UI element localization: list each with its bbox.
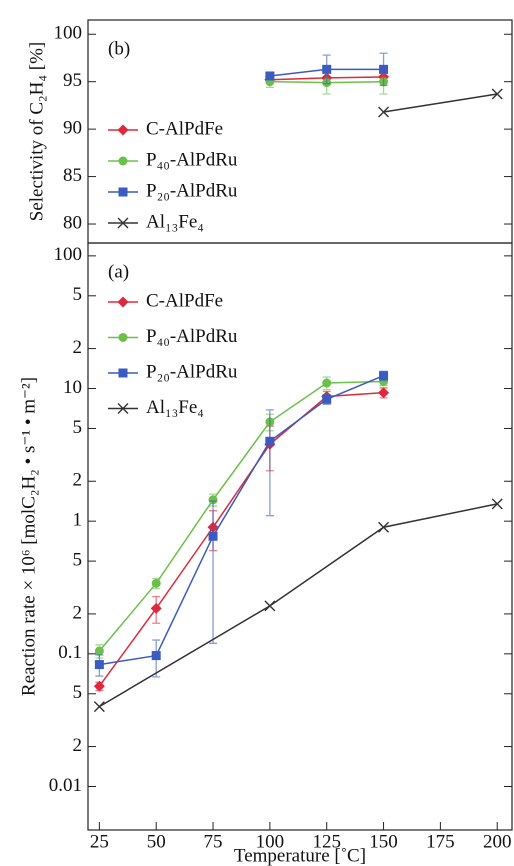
y-tick-label: 5 <box>73 284 83 305</box>
marker <box>208 531 218 541</box>
x-tick-label: 25 <box>90 831 109 852</box>
marker <box>322 394 332 404</box>
series-line <box>383 93 498 113</box>
y-tick-label: 95 <box>63 70 82 91</box>
legend-label: P₂₀-AlPdRu <box>146 361 238 382</box>
y-axis-title: Selectivity of C₂H₄ [%] <box>26 42 47 221</box>
y-tick-label: 5 <box>73 549 83 570</box>
legend-marker <box>117 217 129 229</box>
y-tick-label: 80 <box>63 212 82 233</box>
panel-label: (b) <box>108 38 130 59</box>
marker <box>378 521 390 533</box>
legend-label: Al₁₃Fe₄ <box>146 397 204 418</box>
y-tick-label: 0.1 <box>58 642 82 663</box>
y-axis-title: Reaction rate × 10⁶ [molC₂H₂ • s⁻¹ • m⁻²… <box>18 377 39 696</box>
error-bar <box>265 409 274 517</box>
marker <box>151 651 161 661</box>
legend-marker <box>118 333 128 342</box>
marker <box>322 64 332 74</box>
legend-marker <box>118 156 128 166</box>
y-tick-label: 0.01 <box>49 775 82 796</box>
marker <box>150 602 162 614</box>
y-tick-label: 5 <box>73 682 83 703</box>
y-tick-label: 2 <box>73 337 83 358</box>
marker <box>378 106 390 118</box>
x-tick-label: 125 <box>312 831 341 852</box>
legend-marker <box>118 368 128 378</box>
panel-label: (a) <box>108 261 129 282</box>
x-axis-title: Temperature [˚C] <box>234 845 366 866</box>
x-tick-label: 75 <box>204 831 223 852</box>
marker <box>208 495 218 505</box>
legend-label: P₂₀-AlPdRu <box>146 180 238 201</box>
y-tick-label: 90 <box>63 117 82 138</box>
legend-label: P₄₀-AlPdRu <box>146 149 238 170</box>
y-tick-label: 2 <box>73 602 83 623</box>
y-tick-label: 1 <box>73 510 83 531</box>
marker <box>94 646 104 656</box>
marker <box>265 436 275 446</box>
y-tick-label: 10 <box>63 377 82 398</box>
panel-frame <box>87 242 513 831</box>
y-tick-label: 2 <box>73 470 83 491</box>
legend-label: Al₁₃Fe₄ <box>146 211 204 232</box>
legend-label: C-AlPdFe <box>146 290 223 311</box>
x-tick-label: 50 <box>147 831 166 852</box>
y-tick-label: 100 <box>54 244 83 265</box>
error-bar <box>209 500 218 644</box>
legend-marker <box>118 187 128 197</box>
series-line <box>98 391 384 687</box>
marker <box>491 88 503 100</box>
legend-label: C-AlPdFe <box>146 118 223 139</box>
marker <box>379 371 389 381</box>
y-tick-label: 5 <box>73 417 83 438</box>
x-tick-label: 175 <box>426 831 455 852</box>
marker <box>93 701 105 713</box>
x-tick-label: 100 <box>256 831 285 852</box>
x-tick-label: 200 <box>483 831 512 852</box>
legend-label: P₄₀-AlPdRu <box>146 326 238 347</box>
legend-marker <box>117 403 129 414</box>
series-line <box>98 503 498 708</box>
series-line <box>99 374 384 666</box>
marker <box>265 71 275 81</box>
marker <box>491 498 503 510</box>
marker <box>151 578 161 588</box>
marker <box>379 64 389 74</box>
legend-marker <box>117 124 129 136</box>
marker <box>378 387 390 399</box>
x-tick-label: 150 <box>369 831 398 852</box>
marker <box>322 378 332 388</box>
marker <box>264 600 276 612</box>
marker <box>93 680 105 692</box>
y-tick-label: 100 <box>54 23 83 44</box>
y-tick-label: 2 <box>73 735 83 756</box>
marker <box>94 660 104 670</box>
y-tick-label: 85 <box>63 165 82 186</box>
series-line <box>98 380 384 652</box>
legend-marker <box>117 296 129 308</box>
